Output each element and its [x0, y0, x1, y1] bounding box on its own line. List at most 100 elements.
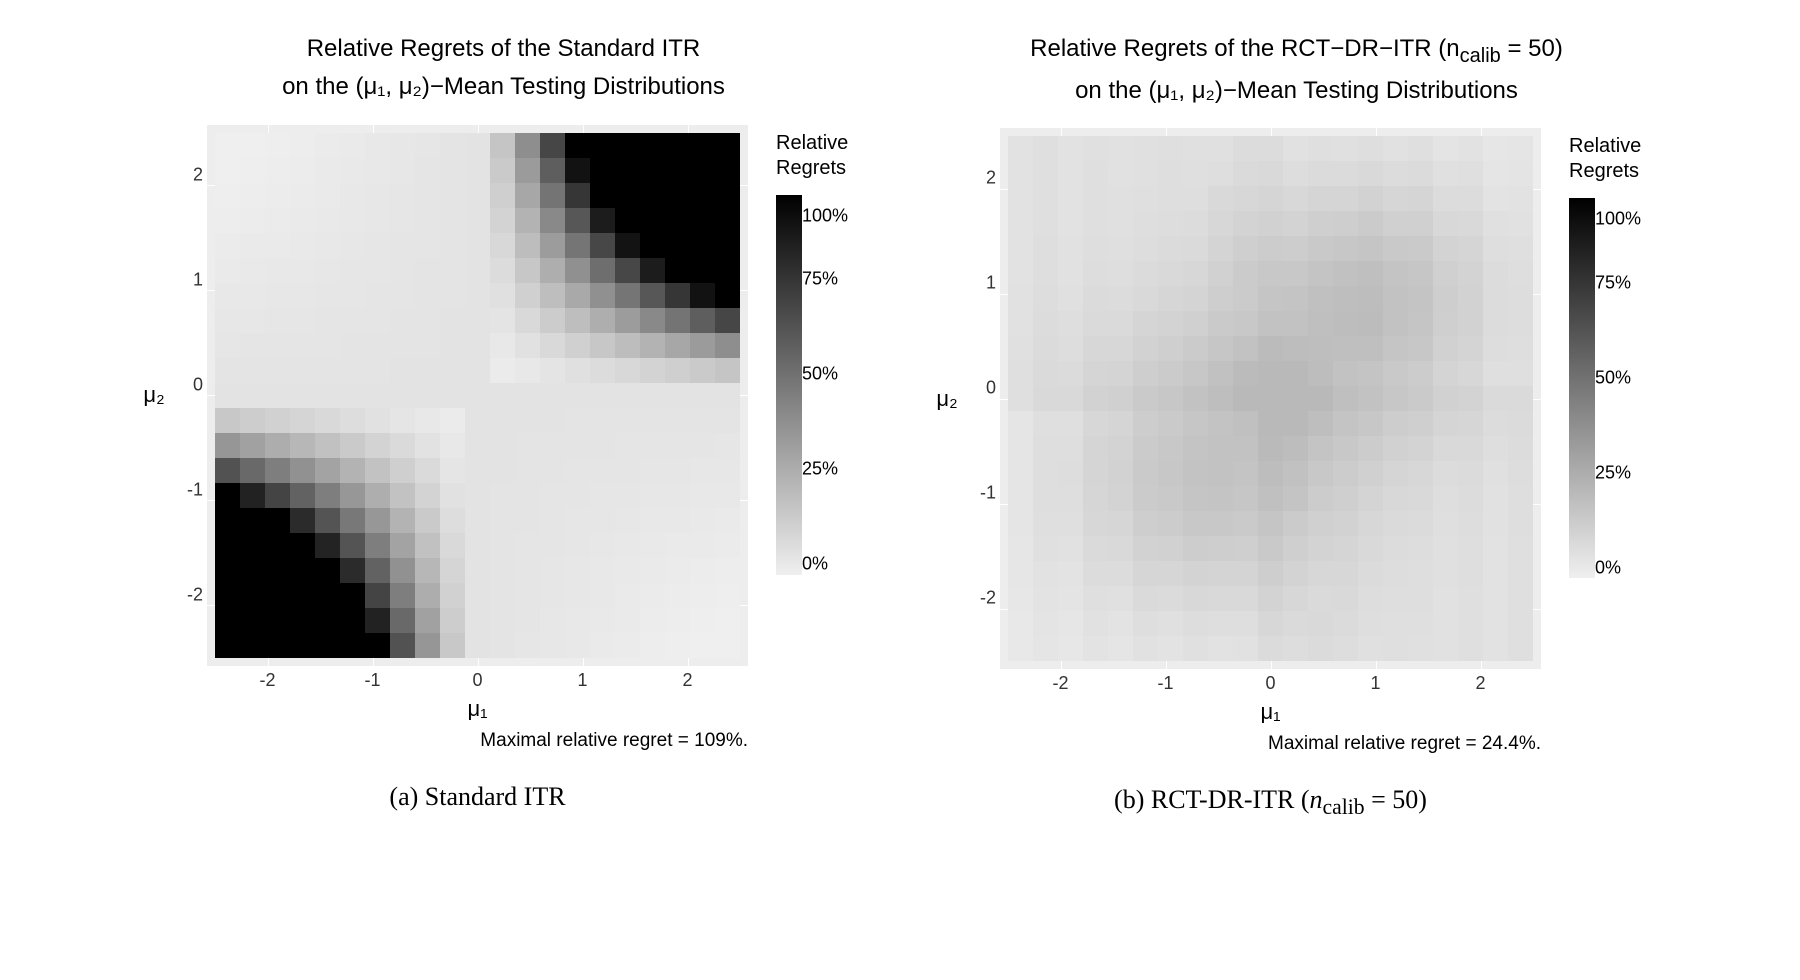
heatmap-cell: [1358, 486, 1383, 511]
gridline-vertical: [1166, 128, 1167, 136]
heatmap-cell: [1258, 486, 1283, 511]
plot-column: -2-1012μ₁Maximal relative regret = 24.4%…: [1000, 128, 1541, 820]
heatmap-cell: [440, 558, 465, 583]
heatmap-cell: [265, 308, 290, 333]
x-tick: 1: [577, 670, 587, 691]
heatmap-cell: [1508, 186, 1533, 211]
heatmap-cell: [440, 383, 465, 408]
heatmap-cell: [215, 283, 240, 308]
heatmap-cell: [1333, 211, 1358, 236]
heatmap-cell: [290, 558, 315, 583]
heatmap-cell: [1433, 436, 1458, 461]
heatmap-cell: [640, 183, 665, 208]
legend-title: RelativeRegrets: [776, 131, 870, 181]
heatmap-cell: [1308, 186, 1333, 211]
heatmap-cell: [1408, 636, 1433, 661]
heatmap-cell: [1008, 461, 1033, 486]
heatmap-cell: [1258, 311, 1283, 336]
heatmap-cell: [715, 333, 740, 358]
heatmap-cell: [1183, 161, 1208, 186]
heatmap-cell: [215, 583, 240, 608]
heatmap-cell: [465, 383, 490, 408]
heatmap-cell: [1383, 361, 1408, 386]
heatmap-cell: [1183, 561, 1208, 586]
heatmap-cell: [415, 533, 440, 558]
legend: RelativeRegrets 0%25%50%75%100%: [776, 131, 870, 575]
heatmap-cell: [1358, 211, 1383, 236]
heatmap-cell: [690, 133, 715, 158]
chart-title: Relative Regrets of the RCT−DR−ITR (ncal…: [1030, 30, 1563, 110]
heatmap-cell: [615, 633, 640, 658]
heatmap-cell: [390, 508, 415, 533]
heatmap-cell: [1158, 286, 1183, 311]
heatmap-cell: [515, 433, 540, 458]
heatmap-cell: [265, 283, 290, 308]
heatmap-cell: [315, 608, 340, 633]
heatmap-cell: [1433, 261, 1458, 286]
heatmap-cell: [215, 508, 240, 533]
heatmap-cell: [1333, 586, 1358, 611]
heatmap-cell: [1308, 411, 1333, 436]
heatmap-cell: [1058, 411, 1083, 436]
heatmap-cell: [1283, 286, 1308, 311]
heatmap-cell: [490, 183, 515, 208]
heatmap-cell: [690, 333, 715, 358]
heatmap-cell: [565, 533, 590, 558]
heatmap-cell: [1408, 561, 1433, 586]
heatmap-cell: [1158, 461, 1183, 486]
legend-body: 0%25%50%75%100%: [776, 195, 870, 575]
heatmap-cell: [365, 183, 390, 208]
heatmap-cell: [1308, 486, 1333, 511]
heatmap-cell: [340, 158, 365, 183]
heatmap-cell: [1183, 536, 1208, 561]
panel-caption: (a) Standard ITR: [207, 782, 748, 812]
heatmap-cell: [1333, 561, 1358, 586]
heatmap-cell: [715, 258, 740, 283]
heatmap-cell: [1108, 436, 1133, 461]
heatmap-cell: [1383, 561, 1408, 586]
heatmap-cell: [315, 533, 340, 558]
heatmap-cell: [440, 158, 465, 183]
heatmap-cell: [490, 383, 515, 408]
heatmap-cell: [1358, 286, 1383, 311]
heatmap-cell: [465, 508, 490, 533]
gridline-horizontal: [1000, 399, 1008, 400]
heatmap-cell: [1158, 161, 1183, 186]
heatmap-cell: [640, 533, 665, 558]
heatmap-cell: [1183, 261, 1208, 286]
heatmap-cell: [440, 283, 465, 308]
heatmap-cell: [1233, 261, 1258, 286]
heatmap-cell: [440, 483, 465, 508]
gridline-horizontal: [207, 500, 215, 501]
heatmap-cell: [1383, 136, 1408, 161]
heatmap-cell: [1258, 361, 1283, 386]
heatmap-cell: [465, 558, 490, 583]
heatmap-cell: [290, 633, 315, 658]
heatmap-cell: [340, 183, 365, 208]
heatmap-cell: [1458, 311, 1483, 336]
heatmap-cell: [1033, 186, 1058, 211]
heatmap-cell: [365, 483, 390, 508]
heatmap-cell: [1233, 361, 1258, 386]
heatmap-cell: [1358, 461, 1383, 486]
heatmap-cell: [1483, 436, 1508, 461]
heatmap-cell: [490, 133, 515, 158]
heatmap-cell: [1033, 486, 1058, 511]
heatmap-cell: [1333, 611, 1358, 636]
heatmap-cell: [1433, 511, 1458, 536]
heatmap-cell: [290, 433, 315, 458]
heatmap-cell: [240, 508, 265, 533]
heatmap-cell: [1458, 586, 1483, 611]
heatmap-cell: [1158, 236, 1183, 261]
heatmap-cell: [690, 158, 715, 183]
heatmap-cell: [1408, 386, 1433, 411]
heatmap-cell: [1508, 536, 1533, 561]
chart-title-line-2: on the (μ₁, μ₂)−Mean Testing Distributio…: [282, 68, 725, 106]
y-axis-ticks: -2-1012: [171, 125, 207, 666]
heatmap-cell: [240, 308, 265, 333]
heatmap-cell: [1108, 236, 1133, 261]
heatmap-cell: [1258, 536, 1283, 561]
heatmap-cell: [490, 408, 515, 433]
heatmap-cell: [1258, 236, 1283, 261]
heatmap-cell: [265, 408, 290, 433]
